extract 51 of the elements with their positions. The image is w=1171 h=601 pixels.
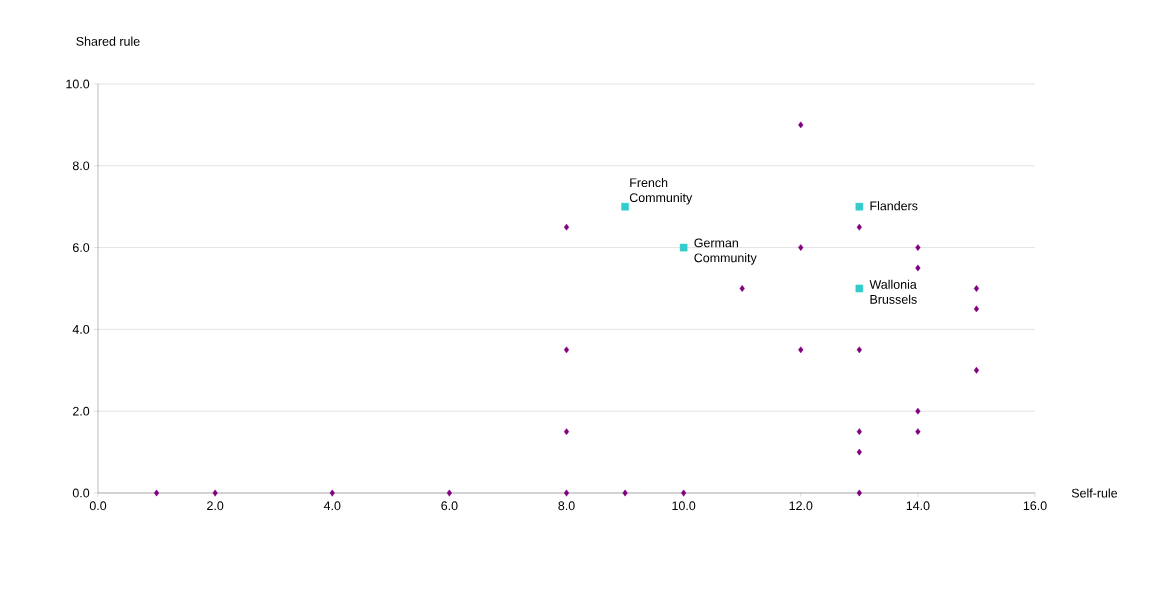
- point: [973, 305, 980, 313]
- point: [622, 489, 628, 497]
- point: [915, 264, 921, 272]
- y-tick-label: 0.0: [72, 488, 90, 498]
- x-tick-label: 16.0: [1023, 501, 1047, 511]
- x-tick-label: 4.0: [323, 501, 341, 511]
- point: [915, 244, 921, 251]
- point: [973, 285, 980, 292]
- annotation: French Community: [629, 177, 693, 205]
- point: [856, 346, 862, 354]
- x-tick-label: 8.0: [558, 501, 575, 511]
- annotation: Flanders: [870, 201, 918, 211]
- point: [563, 346, 570, 354]
- x-tick-label: 14.0: [906, 501, 930, 511]
- point: [153, 489, 160, 497]
- y-tick-label: 10.0: [66, 79, 90, 89]
- x-tick-label: 10.0: [672, 501, 696, 511]
- y-tick-label: 4.0: [72, 324, 90, 334]
- point: [798, 244, 804, 251]
- x-tick-label: 6.0: [441, 501, 458, 511]
- point: [739, 285, 745, 292]
- point: [212, 489, 218, 497]
- point: [973, 366, 980, 374]
- x-axis-title: Self-rule: [1071, 488, 1118, 498]
- point: [915, 428, 921, 436]
- point: [798, 346, 804, 354]
- y-tick-label: 6.0: [72, 243, 90, 252]
- point: [329, 489, 335, 497]
- x-tick-label: 12.0: [789, 501, 813, 511]
- point: [563, 489, 570, 497]
- y-tick-label: 8.0: [72, 161, 90, 171]
- point: [856, 448, 862, 456]
- point: [681, 489, 687, 497]
- point: [855, 202, 864, 211]
- point: [856, 223, 862, 231]
- x-tick-label: 2.0: [207, 501, 224, 511]
- point: [856, 428, 862, 436]
- point: [798, 121, 804, 129]
- annotation: German Community: [694, 238, 757, 265]
- point: [446, 489, 452, 497]
- point: [621, 202, 629, 211]
- point: [563, 223, 570, 231]
- point: [915, 407, 921, 415]
- point: [856, 489, 862, 497]
- point: [563, 428, 570, 436]
- y-tick-label: 2.0: [72, 406, 90, 416]
- x-tick-label: 0.0: [89, 501, 107, 511]
- point: [855, 284, 864, 293]
- y-axis-title: Shared rule: [76, 36, 140, 46]
- annotation: Wallonia Brussels: [869, 279, 917, 304]
- point: [679, 243, 688, 252]
